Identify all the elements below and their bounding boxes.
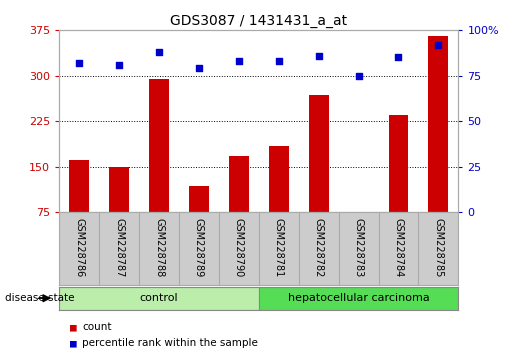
Text: percentile rank within the sample: percentile rank within the sample bbox=[82, 338, 259, 348]
Bar bbox=[259, 287, 458, 310]
Text: ■: ■ bbox=[70, 338, 76, 348]
Point bbox=[274, 58, 283, 64]
Text: count: count bbox=[82, 322, 112, 332]
Point bbox=[354, 73, 363, 79]
Point bbox=[434, 42, 442, 47]
Point bbox=[235, 58, 243, 64]
Text: ■: ■ bbox=[70, 322, 76, 332]
Bar bbox=[59, 287, 259, 310]
Text: disease state: disease state bbox=[5, 293, 75, 303]
Bar bbox=[189, 186, 209, 212]
Bar bbox=[69, 160, 89, 212]
Text: GSM228790: GSM228790 bbox=[234, 218, 244, 278]
Text: control: control bbox=[140, 293, 178, 303]
Bar bbox=[308, 95, 329, 212]
Text: GSM228786: GSM228786 bbox=[74, 218, 84, 278]
Point bbox=[75, 60, 83, 66]
Title: GDS3087 / 1431431_a_at: GDS3087 / 1431431_a_at bbox=[170, 14, 347, 28]
Text: GSM228788: GSM228788 bbox=[154, 218, 164, 278]
Bar bbox=[149, 79, 169, 212]
Bar bbox=[428, 36, 449, 212]
Text: GSM228782: GSM228782 bbox=[314, 218, 323, 278]
Bar bbox=[388, 115, 408, 212]
Bar bbox=[269, 145, 289, 212]
Text: hepatocellular carcinoma: hepatocellular carcinoma bbox=[288, 293, 430, 303]
Point bbox=[155, 49, 163, 55]
Point bbox=[115, 62, 123, 68]
Text: GSM228784: GSM228784 bbox=[393, 218, 403, 278]
Point bbox=[195, 65, 203, 71]
Text: GSM228781: GSM228781 bbox=[274, 218, 284, 278]
Point bbox=[394, 55, 403, 60]
Text: GSM228785: GSM228785 bbox=[434, 218, 443, 278]
Point bbox=[315, 53, 323, 58]
Text: GSM228789: GSM228789 bbox=[194, 218, 204, 278]
Bar bbox=[109, 167, 129, 212]
Text: GSM228783: GSM228783 bbox=[354, 218, 364, 278]
Text: GSM228787: GSM228787 bbox=[114, 218, 124, 278]
Bar bbox=[229, 156, 249, 212]
